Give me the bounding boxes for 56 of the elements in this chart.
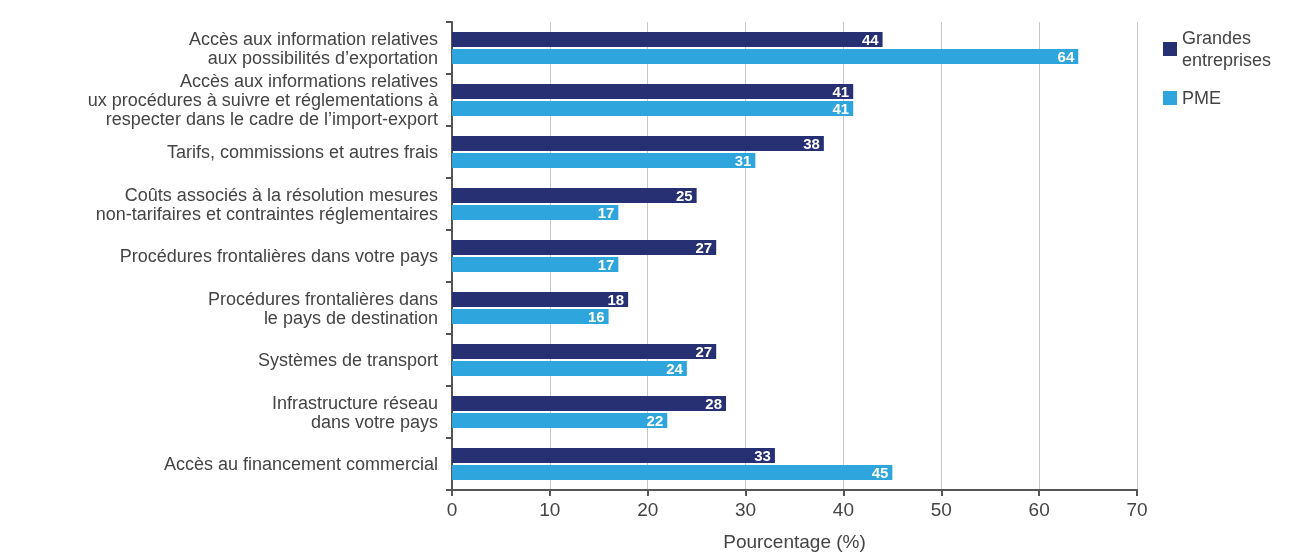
data-label: 24 (666, 359, 684, 377)
data-label: 45 (871, 463, 889, 481)
bar (452, 136, 824, 152)
data-label: 41 (832, 99, 850, 117)
bar (452, 344, 717, 360)
bar (452, 292, 629, 308)
x-tick-label: 0 (446, 499, 458, 520)
data-label: 16 (587, 307, 605, 325)
bar (452, 448, 775, 464)
data-label: 31 (734, 151, 752, 169)
x-tick-label: 50 (930, 499, 952, 520)
legend-label: Grandes entreprises (1182, 28, 1272, 70)
x-axis-title: Pourcentage (%) (723, 531, 866, 552)
data-label: 17 (597, 203, 615, 221)
data-label: 17 (597, 255, 615, 273)
bar (452, 48, 1079, 64)
data-label: 64 (1057, 47, 1075, 65)
y-tick-label: Accès aux informations relatives ux procédures à suivre et réglementations à respecter dans le cadre de l’import-export (87, 71, 439, 129)
y-tick-label: Procédures frontalières dans votre pays (119, 246, 438, 266)
bar (452, 240, 717, 256)
bar (452, 412, 668, 428)
legend-label: PME (1182, 88, 1222, 108)
data-label: 41 (832, 83, 850, 101)
bar (452, 204, 619, 220)
data-label: 27 (695, 239, 713, 257)
x-tick-label: 30 (735, 499, 757, 520)
data-label: 27 (695, 343, 713, 361)
y-tick-label: Coûts associés à la résolution mesures non-tarifaires et contraintes réglementaires (95, 184, 438, 224)
x-tick-label: 60 (1028, 499, 1050, 520)
bar (452, 464, 893, 480)
y-tick-label: Accès aux information relatives aux possibilités d’exportation (188, 28, 438, 68)
y-tick-label: Systèmes de transport (257, 350, 438, 370)
bar (452, 360, 687, 376)
x-tick-label: 20 (637, 499, 659, 520)
data-label: 33 (754, 447, 771, 465)
data-label: 44 (861, 31, 880, 49)
x-tick-label: 70 (1126, 499, 1148, 520)
y-tick-label: Procédures frontalières dans le pays de destination (207, 288, 438, 328)
bar (452, 396, 726, 412)
bar (452, 308, 609, 324)
bar (452, 84, 854, 100)
bar (452, 188, 697, 204)
y-tick-label: Infrastructure réseau dans votre pays (271, 392, 438, 432)
data-label: 18 (607, 291, 625, 309)
data-label: 22 (646, 411, 664, 429)
x-tick-label: 10 (539, 499, 561, 520)
bar (452, 256, 619, 272)
x-tick-label: 40 (832, 499, 854, 520)
data-label: 25 (675, 187, 693, 205)
bar (452, 100, 854, 116)
bar (452, 32, 883, 48)
y-tick-label: Accès au financement commercial (163, 454, 438, 474)
bar (452, 152, 756, 168)
y-tick-label: Tarifs, commissions et autres frais (166, 142, 438, 162)
data-label: 38 (803, 135, 820, 153)
data-label: 28 (705, 395, 722, 413)
